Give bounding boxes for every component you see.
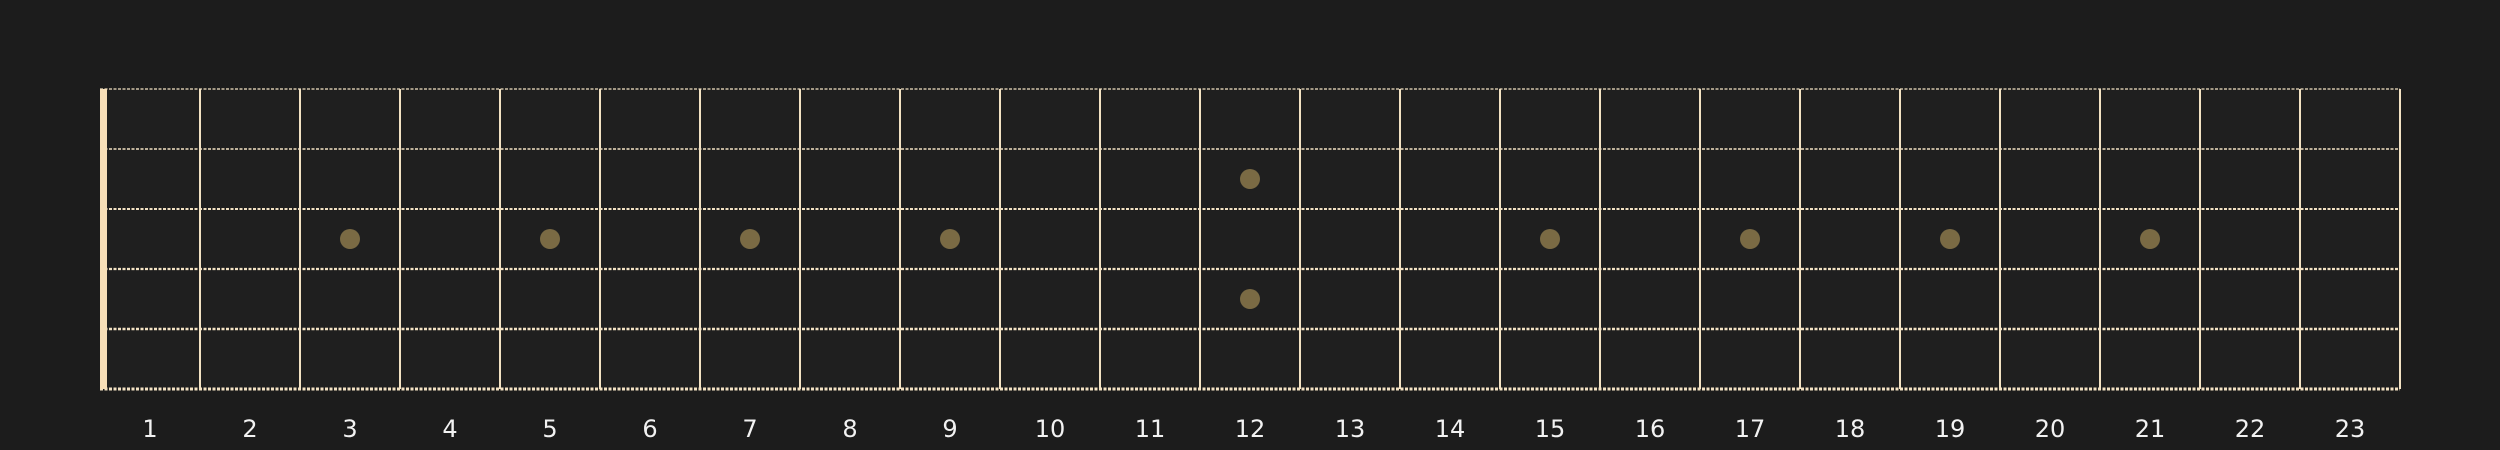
fret-number-labels: 1 2 3 4 5 6 7 8 9 10 11 12 13 14 15 16 17 18 19 20 21 22 23 (142, 415, 2365, 443)
inlay-dot-fret-12-lower (1240, 289, 1260, 309)
inlay-dot-fret-12-upper (1240, 169, 1260, 189)
fret-number-11: 11 (1135, 415, 1166, 443)
string-lines (100, 88, 2400, 391)
inlay-dot-fret-5 (540, 229, 560, 249)
fret-number-5: 5 (542, 415, 557, 443)
fret-number-20: 20 (2035, 415, 2066, 443)
fret-number-4: 4 (442, 415, 457, 443)
fret-lines (199, 89, 2401, 389)
fret-number-16: 16 (1635, 415, 1666, 443)
fret-number-9: 9 (942, 415, 957, 443)
nut (100, 89, 107, 389)
inlay-markers (340, 169, 2160, 309)
inlay-dot-fret-19 (1940, 229, 1960, 249)
fretboard-surface (100, 89, 2400, 389)
fret-number-15: 15 (1535, 415, 1566, 443)
fret-number-18: 18 (1835, 415, 1866, 443)
inlay-dot-fret-7 (740, 229, 760, 249)
fret-number-10: 10 (1035, 415, 1066, 443)
fret-number-1: 1 (142, 415, 157, 443)
fret-number-12: 12 (1235, 415, 1266, 443)
fret-number-21: 21 (2135, 415, 2166, 443)
inlay-dot-fret-3 (340, 229, 360, 249)
fret-number-17: 17 (1735, 415, 1766, 443)
fret-number-14: 14 (1435, 415, 1466, 443)
inlay-dot-fret-17 (1740, 229, 1760, 249)
fret-number-3: 3 (342, 415, 357, 443)
fret-number-6: 6 (642, 415, 657, 443)
inlay-dot-fret-15 (1540, 229, 1560, 249)
inlay-dot-fret-9 (940, 229, 960, 249)
fret-number-19: 19 (1935, 415, 1966, 443)
fret-number-23: 23 (2335, 415, 2366, 443)
inlay-dot-fret-21 (2140, 229, 2160, 249)
fret-number-2: 2 (242, 415, 257, 443)
fret-number-7: 7 (742, 415, 757, 443)
fret-number-8: 8 (842, 415, 857, 443)
fret-number-13: 13 (1335, 415, 1366, 443)
fret-number-22: 22 (2235, 415, 2266, 443)
